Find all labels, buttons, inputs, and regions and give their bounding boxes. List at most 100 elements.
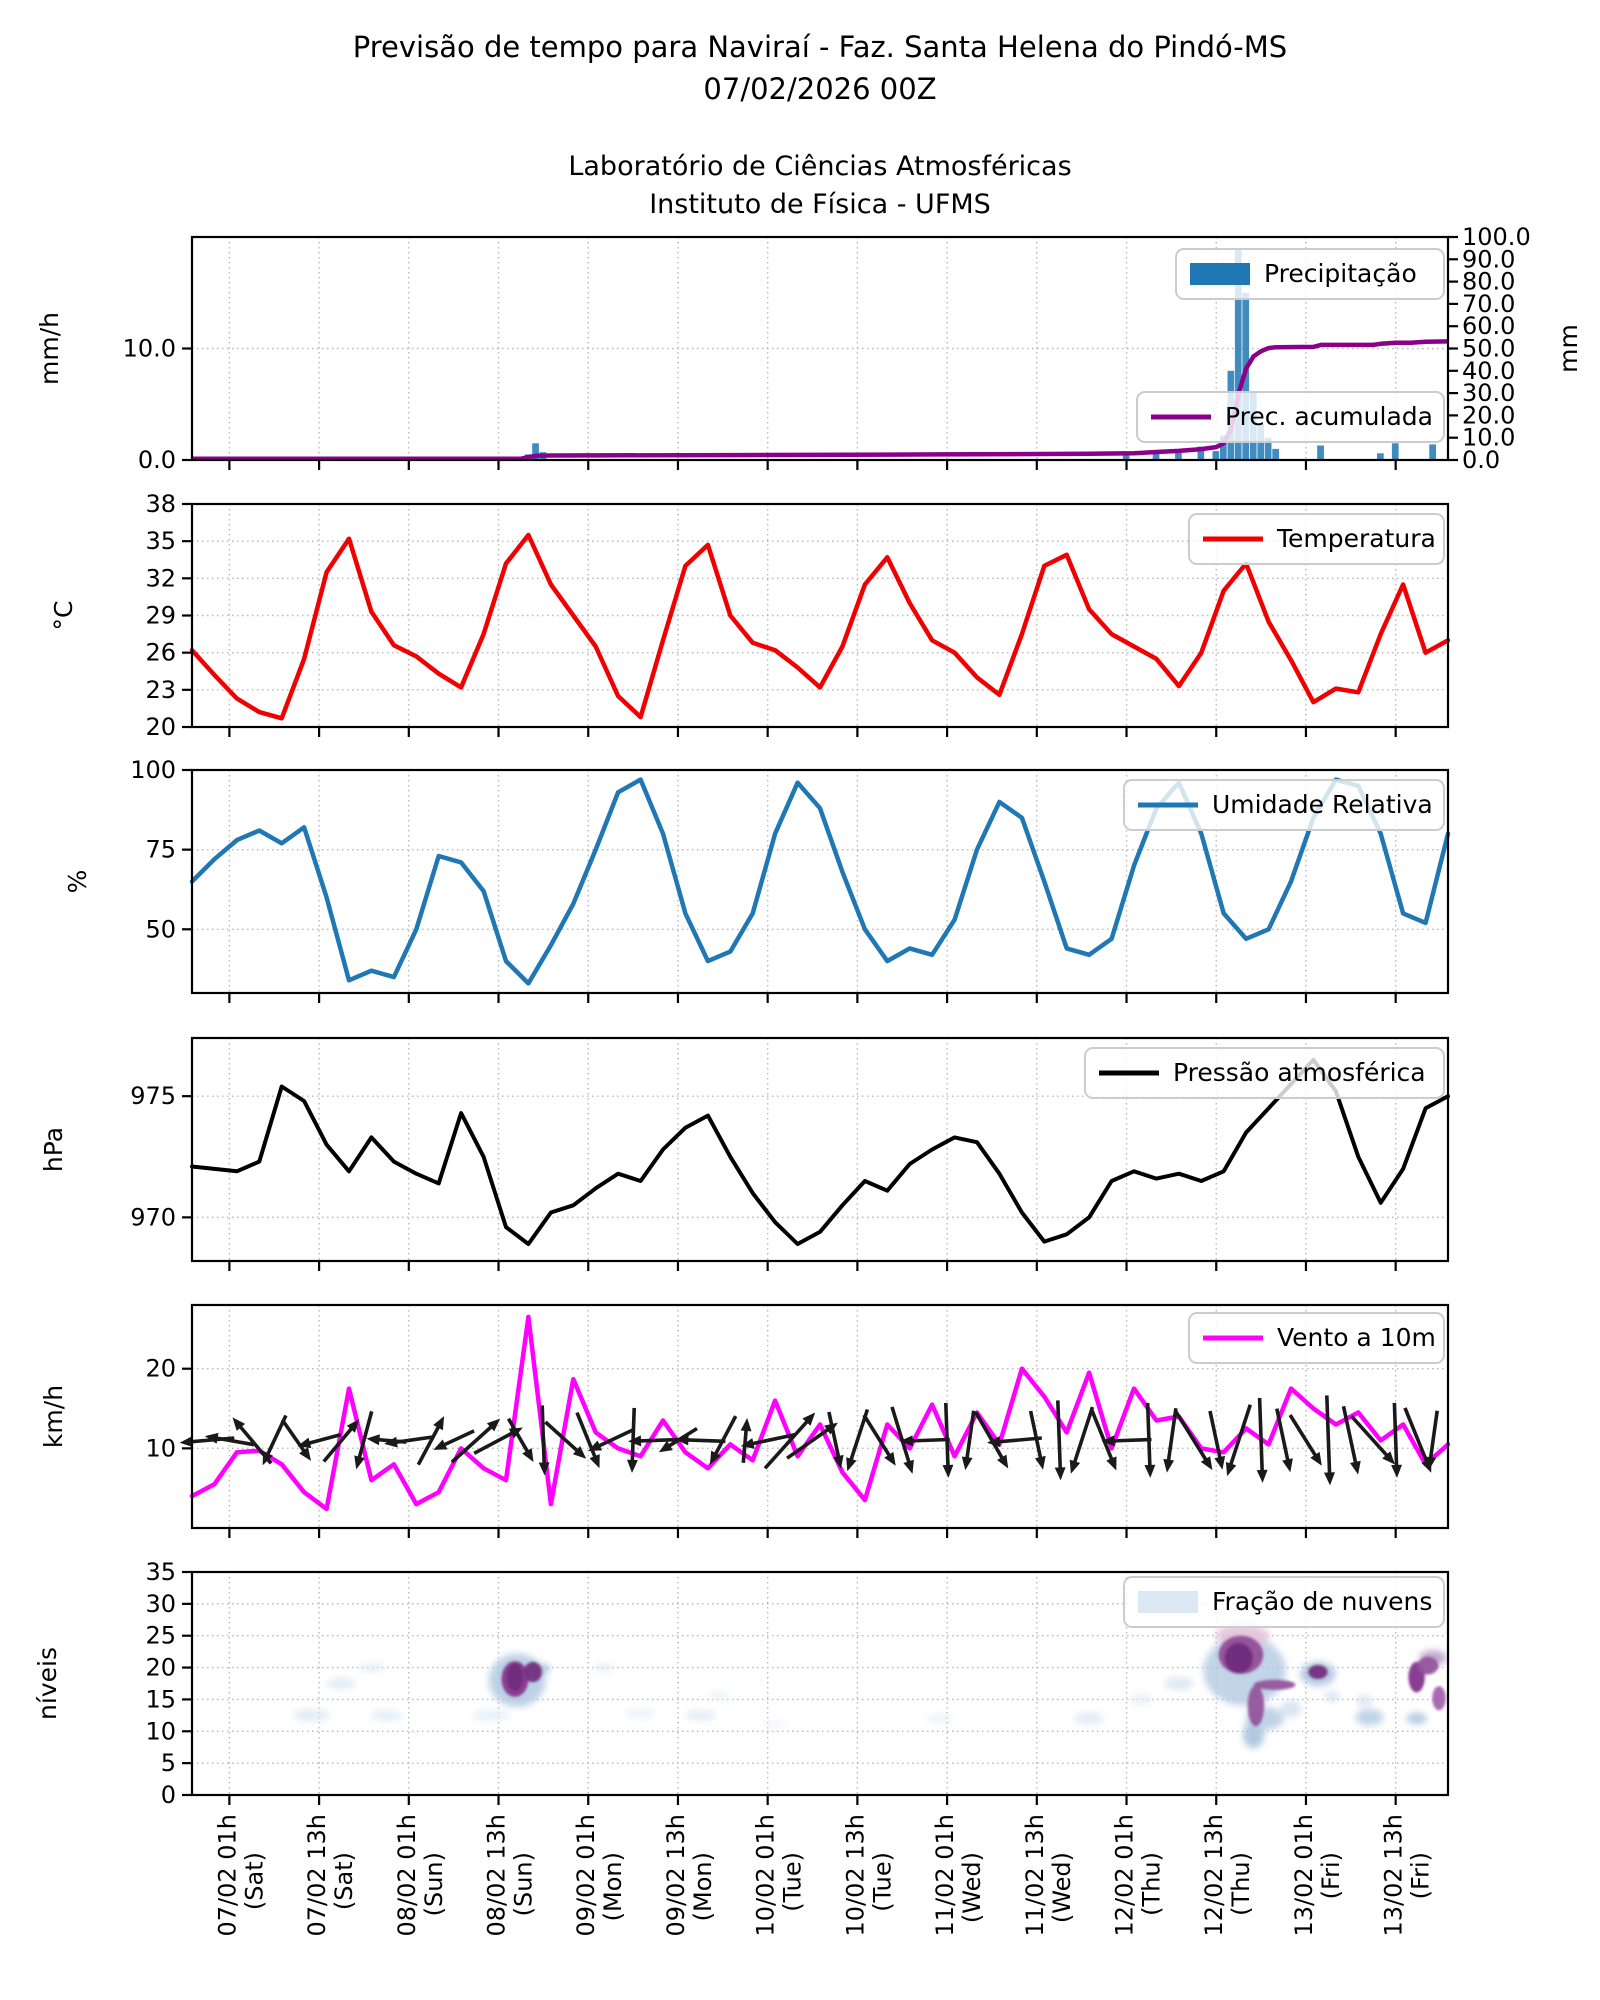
svg-text:70.0: 70.0 — [1462, 290, 1515, 318]
svg-text:0.0: 0.0 — [138, 446, 176, 474]
figure-title-line1: Previsão de tempo para Naviraí - Faz. Sa… — [352, 30, 1288, 64]
svg-text:08/02 13h: 08/02 13h — [483, 1814, 511, 1937]
pressure-frame — [190, 1036, 1450, 1263]
svg-text:30: 30 — [145, 1590, 176, 1618]
svg-text:20: 20 — [145, 1654, 176, 1682]
svg-text:Prec. acumulada: Prec. acumulada — [1225, 402, 1433, 431]
svg-text:(Sat): (Sat) — [330, 1852, 358, 1910]
figure-title: Previsão de tempo para Naviraí - Faz. Sa… — [40, 26, 1600, 110]
svg-text:11/02 13h: 11/02 13h — [1021, 1814, 1049, 1937]
svg-text:°C: °C — [49, 601, 78, 631]
svg-text:30.0: 30.0 — [1462, 379, 1515, 407]
svg-text:25: 25 — [145, 1622, 176, 1650]
svg-text:10: 10 — [145, 1434, 176, 1462]
svg-text:100: 100 — [130, 756, 176, 784]
legend-prec-acumulada: Prec. acumulada — [1136, 391, 1445, 443]
svg-text:50: 50 — [145, 915, 176, 943]
svg-text:Pressão atmosférica: Pressão atmosférica — [1173, 1058, 1426, 1087]
svg-text:10/02 01h: 10/02 01h — [752, 1814, 780, 1937]
svg-text:80.0: 80.0 — [1462, 268, 1515, 296]
svg-text:(Sat): (Sat) — [240, 1852, 268, 1910]
panel-humidity: Umidade Relativa 50 75 100% — [63, 756, 1451, 1003]
svg-text:23: 23 — [145, 676, 176, 704]
svg-text:mm/h: mm/h — [35, 312, 64, 385]
axes-title-line1: Laboratório de Ciências Atmosféricas — [568, 151, 1072, 182]
svg-text:09/02 13h: 09/02 13h — [662, 1814, 690, 1937]
legend-precipitation: Precipitação — [1175, 248, 1445, 300]
svg-text:10/02 13h: 10/02 13h — [841, 1814, 869, 1937]
svg-text:20.0: 20.0 — [1462, 401, 1515, 429]
humidity-frame — [190, 768, 1450, 995]
svg-text:0: 0 — [161, 1781, 176, 1809]
legend-pressure: Pressão atmosférica — [1084, 1047, 1445, 1099]
legend-temperature: Temperatura — [1188, 513, 1445, 565]
svg-text:(Sun): (Sun) — [420, 1852, 448, 1916]
svg-text:Umidade Relativa: Umidade Relativa — [1212, 790, 1433, 819]
panel-temperature: Temperatura 20 23 26 29 32 35 38 °C — [49, 490, 1451, 741]
svg-text:100.0: 100.0 — [1462, 223, 1531, 251]
svg-text:(Wed): (Wed) — [958, 1852, 986, 1923]
legend-humidity: Umidade Relativa — [1123, 779, 1445, 831]
svg-text:32: 32 — [145, 564, 176, 592]
wind-frame — [190, 1303, 1450, 1530]
svg-text:07/02 01h: 07/02 01h — [213, 1814, 241, 1937]
svg-text:10.0: 10.0 — [123, 335, 176, 363]
svg-text:%: % — [63, 870, 92, 894]
svg-text:(Tue): (Tue) — [779, 1852, 807, 1912]
svg-text:Vento a 10m: Vento a 10m — [1277, 1323, 1436, 1352]
svg-text:13/02 01h: 13/02 01h — [1290, 1814, 1318, 1937]
legend-cloud-fraction: Fração de nuvens — [1123, 1576, 1445, 1628]
svg-text:07/02 13h: 07/02 13h — [303, 1814, 331, 1937]
svg-text:(Mon): (Mon) — [599, 1852, 627, 1921]
svg-text:(Wed): (Wed) — [1048, 1852, 1076, 1923]
panel-wind: Vento a 10m 10 20 km/h — [39, 1303, 1451, 1538]
svg-text:(Fri): (Fri) — [1407, 1852, 1435, 1899]
svg-text:20: 20 — [145, 713, 176, 741]
svg-text:15: 15 — [145, 1685, 176, 1713]
svg-text:Temperatura: Temperatura — [1276, 524, 1436, 553]
svg-text:60.0: 60.0 — [1462, 312, 1515, 340]
svg-text:75: 75 — [145, 836, 176, 864]
svg-text:10.0: 10.0 — [1462, 424, 1515, 452]
axes-title-line2: Instituto de Física - UFMS — [649, 188, 991, 220]
svg-text:0.0: 0.0 — [1462, 446, 1500, 474]
svg-text:29: 29 — [145, 602, 176, 630]
svg-text:(Mon): (Mon) — [689, 1852, 717, 1921]
svg-text:(Sun): (Sun) — [510, 1852, 538, 1916]
svg-text:(Thu): (Thu) — [1138, 1852, 1166, 1916]
clouds-frame — [190, 1570, 1450, 1797]
svg-text:975: 975 — [130, 1082, 176, 1110]
svg-text:mm: mm — [1554, 324, 1583, 373]
svg-text:38: 38 — [145, 490, 176, 518]
svg-text:Precipitação: Precipitação — [1264, 259, 1417, 288]
svg-text:90.0: 90.0 — [1462, 245, 1515, 273]
svg-text:09/02 01h: 09/02 01h — [572, 1814, 600, 1937]
svg-text:11/02 01h: 11/02 01h — [931, 1814, 959, 1937]
axes-title: Laboratório de Ciências Atmosféricas Ins… — [40, 148, 1600, 224]
svg-text:12/02 13h: 12/02 13h — [1200, 1814, 1228, 1937]
legend-wind: Vento a 10m — [1188, 1312, 1445, 1364]
svg-text:(Thu): (Thu) — [1227, 1852, 1255, 1916]
svg-text:12/02 01h: 12/02 01h — [1111, 1814, 1139, 1937]
svg-text:50.0: 50.0 — [1462, 335, 1515, 363]
svg-text:26: 26 — [145, 639, 176, 667]
svg-text:35: 35 — [145, 527, 176, 555]
svg-text:Fração de nuvens: Fração de nuvens — [1212, 1587, 1432, 1616]
svg-text:(Fri): (Fri) — [1317, 1852, 1345, 1899]
svg-text:970: 970 — [130, 1203, 176, 1231]
svg-text:10: 10 — [145, 1717, 176, 1745]
svg-text:08/02 01h: 08/02 01h — [393, 1814, 421, 1937]
svg-text:(Tue): (Tue) — [868, 1852, 896, 1912]
panel-pressure: Pressão atmosférica 970 975 hPa — [39, 1036, 1450, 1271]
svg-text:13/02 13h: 13/02 13h — [1380, 1814, 1408, 1937]
x-axis-tick-labels: 07/02 01h (Sat) 07/02 13h (Sat) 08/02 01h (Su… — [213, 1814, 1434, 1937]
panel-clouds: Fração de nuvens 0 5 10 15 20 25 30 35 níveis — [33, 1558, 1450, 1809]
svg-text:5: 5 — [161, 1749, 176, 1777]
svg-text:20: 20 — [145, 1355, 176, 1383]
svg-text:hPa: hPa — [39, 1127, 68, 1172]
svg-text:níveis: níveis — [33, 1647, 62, 1720]
